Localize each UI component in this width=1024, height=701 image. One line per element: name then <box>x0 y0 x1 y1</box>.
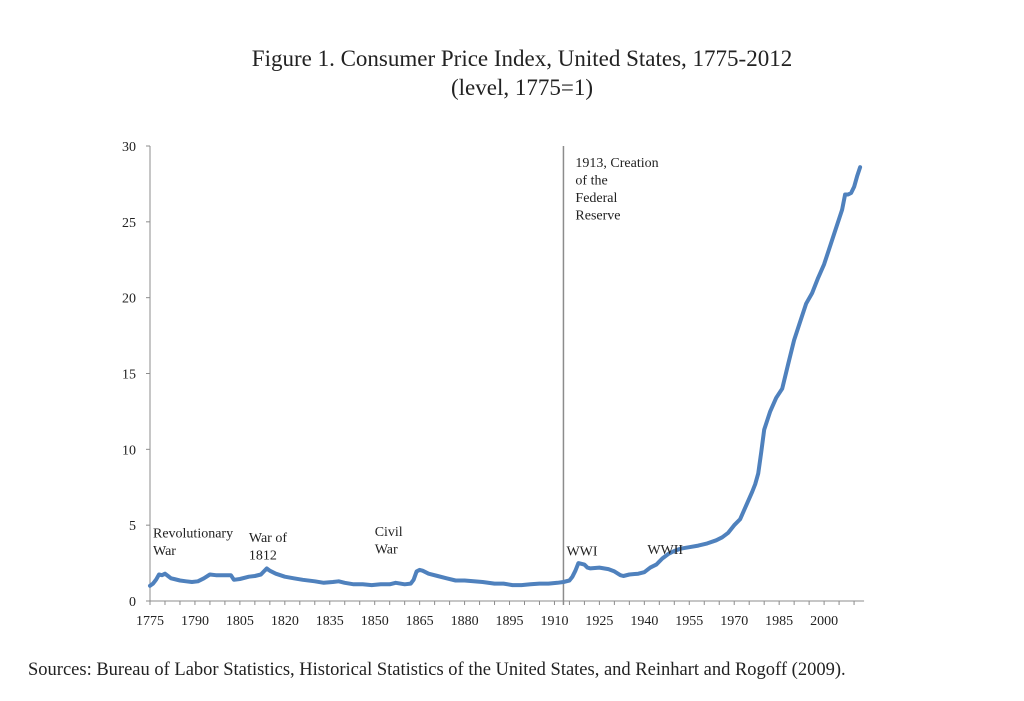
x-tick-label: 2000 <box>810 614 838 629</box>
x-tick-label: 1895 <box>496 614 524 629</box>
x-tick-label: 1940 <box>630 614 658 629</box>
x-tick-label: 1850 <box>361 614 389 629</box>
annotation-line: WWI <box>566 545 597 560</box>
annotation-wwi: WWI <box>566 545 597 560</box>
annotation-line: Federal <box>575 191 617 206</box>
y-tick-label: 10 <box>122 443 136 458</box>
source-note: Sources: Bureau of Labor Statistics, His… <box>28 660 846 680</box>
annotation-line: Revolutionary <box>153 526 233 541</box>
y-tick-label: 30 <box>122 140 136 155</box>
annotation-fed-reserve: 1913, Creation of the Federal Reserve <box>575 156 658 224</box>
annotations: Revolutionary War War of 1812 Civil War 1913, … <box>153 156 683 563</box>
annotation-line: War <box>375 542 398 557</box>
x-tick-label: 1985 <box>765 614 793 629</box>
annotation-line: War <box>153 544 176 559</box>
x-tick-label: 1865 <box>406 614 434 629</box>
x-tick-label: 1925 <box>585 614 613 629</box>
x-tick-label: 1820 <box>271 614 299 629</box>
annotation-line: 1812 <box>249 548 277 563</box>
axes: 0 5 10 15 20 25 30 1775 1790 1805 1820 1835 1850 1865… <box>122 140 865 629</box>
x-tick-label: 1790 <box>181 614 209 629</box>
annotation-line: of the <box>575 174 607 189</box>
chart-title-block: Figure 1. Consumer Price Index, United S… <box>0 44 1024 102</box>
x-tick-label: 1910 <box>540 614 568 629</box>
annotation-wwii: WWII <box>647 543 683 558</box>
y-tick-label: 0 <box>129 595 136 610</box>
x-tick-label: 1835 <box>316 614 344 629</box>
annotation-revolutionary-war: Revolutionary War <box>153 526 233 559</box>
y-tick-label: 25 <box>122 216 136 231</box>
annotation-civil-war: Civil War <box>375 525 403 558</box>
chart-subtitle: (level, 1775=1) <box>451 75 593 100</box>
annotation-line: 1913, Creation <box>575 156 658 171</box>
y-tick-label: 5 <box>129 519 136 534</box>
x-tick-label: 1880 <box>451 614 479 629</box>
plot-area <box>148 146 863 605</box>
annotation-line: Reserve <box>575 209 620 224</box>
annotation-war-of-1812: War of 1812 <box>249 531 287 564</box>
y-tick-label: 20 <box>122 292 136 307</box>
cpi-series-line <box>148 165 863 588</box>
annotation-line: Civil <box>375 525 403 540</box>
y-tick-label: 15 <box>122 368 136 383</box>
annotation-line: War of <box>249 531 287 546</box>
annotation-line: WWII <box>647 543 683 558</box>
chart-title: Figure 1. Consumer Price Index, United S… <box>251 46 793 71</box>
x-tick-label: 1970 <box>720 614 748 629</box>
x-tick-label: 1775 <box>136 614 164 629</box>
x-tick-label: 1805 <box>226 614 254 629</box>
x-tick-label: 1955 <box>675 614 703 629</box>
